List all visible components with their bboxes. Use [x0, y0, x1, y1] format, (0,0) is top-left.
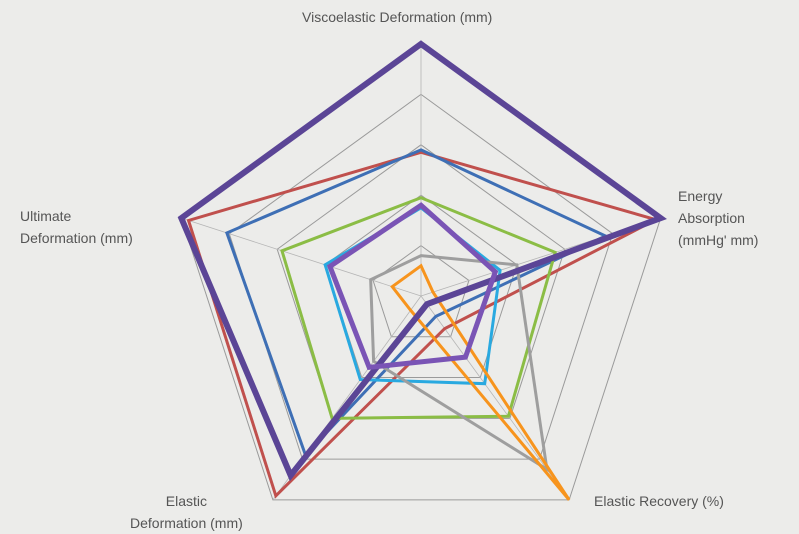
grid-spoke [181, 217, 422, 297]
series-line-4 [323, 205, 502, 386]
series-line-1 [186, 150, 660, 499]
axis-label-energy-absorption: Energy Absorption (mmHg' mm) [678, 188, 759, 248]
grid-ring [228, 93, 614, 460]
axis-label-elastic-recovery: Elastic Recovery (%) [594, 493, 724, 509]
radar-series [177, 40, 667, 501]
grid-ring [324, 194, 518, 379]
grid-spoke [420, 295, 570, 501]
series-line-3 [280, 196, 558, 420]
axis-label-viscoelastic-deformation: Viscoelastic Deformation (mm) [302, 9, 493, 25]
series-line-8 [326, 202, 499, 371]
axis-label-ultimate-deformation: Ultimate Deformation (mm) [20, 208, 133, 246]
radar-grid [180, 43, 662, 501]
series-line-6 [390, 263, 571, 501]
axis-label-elastic-deformation: Elastic Deformation (mm) [130, 493, 243, 531]
series-line-2 [224, 148, 610, 458]
series-line-7 [177, 40, 667, 482]
series-line-5 [369, 254, 549, 473]
